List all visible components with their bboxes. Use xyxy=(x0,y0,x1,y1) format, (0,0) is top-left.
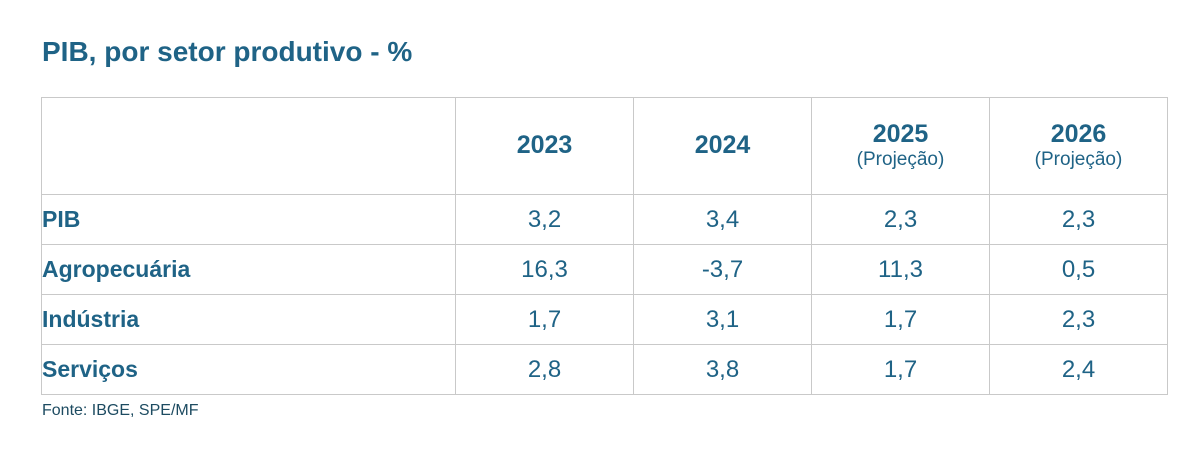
projection-note: (Projeção) xyxy=(1034,149,1123,171)
value-cell: 2,3 xyxy=(811,194,990,245)
row-label: Serviços xyxy=(41,344,456,395)
row-label: PIB xyxy=(41,194,456,245)
table-row-agropecuaria: Agropecuária 16,3 -3,7 11,3 0,5 xyxy=(41,244,1168,295)
year-label: 2025 xyxy=(872,119,929,148)
value-cell: 1,7 xyxy=(455,294,634,345)
value-cell: 1,7 xyxy=(811,294,990,345)
table-row-industria: Indústria 1,7 3,1 1,7 2,3 xyxy=(41,294,1168,345)
value-cell: 1,7 xyxy=(811,344,990,395)
year-label: 2023 xyxy=(516,131,573,160)
row-label: Indústria xyxy=(41,294,456,345)
year-stack: 2023 xyxy=(456,132,633,160)
table-row-servicos: Serviços 2,8 3,8 1,7 2,4 xyxy=(41,344,1168,395)
projection-note: (Projeção) xyxy=(856,149,945,171)
header-empty-cell xyxy=(41,97,456,195)
header-cell-2023: 2023 xyxy=(455,97,634,195)
value-cell: 3,4 xyxy=(633,194,812,245)
row-label: Agropecuária xyxy=(41,244,456,295)
value-cell: 2,3 xyxy=(989,294,1168,345)
header-cell-2026: 2026 (Projeção) xyxy=(989,97,1168,195)
value-cell: 16,3 xyxy=(455,244,634,295)
table-header-row: 2023 2024 2025 (Projeção) xyxy=(41,97,1168,195)
value-cell: 2,4 xyxy=(989,344,1168,395)
year-stack: 2026 (Projeção) xyxy=(990,119,1167,171)
value-cell: 3,1 xyxy=(633,294,812,345)
value-cell: 11,3 xyxy=(811,244,990,295)
header-cell-2024: 2024 xyxy=(633,97,812,195)
table-row-pib: PIB 3,2 3,4 2,3 2,3 xyxy=(41,194,1168,245)
year-stack: 2025 (Projeção) xyxy=(812,119,989,171)
header-cell-2025: 2025 (Projeção) xyxy=(811,97,990,195)
value-cell: -3,7 xyxy=(633,244,812,295)
year-stack: 2024 xyxy=(634,132,811,160)
value-cell: 3,2 xyxy=(455,194,634,245)
source-note: Fonte: IBGE, SPE/MF xyxy=(42,402,199,419)
value-cell: 2,8 xyxy=(455,344,634,395)
page-title: PIB, por setor produtivo - % xyxy=(42,36,413,67)
pib-sector-table: 2023 2024 2025 (Projeção) xyxy=(41,97,1168,395)
year-label: 2026 xyxy=(1050,119,1107,148)
value-cell: 2,3 xyxy=(989,194,1168,245)
value-cell: 3,8 xyxy=(633,344,812,395)
value-cell: 0,5 xyxy=(989,244,1168,295)
year-label: 2024 xyxy=(694,131,751,160)
